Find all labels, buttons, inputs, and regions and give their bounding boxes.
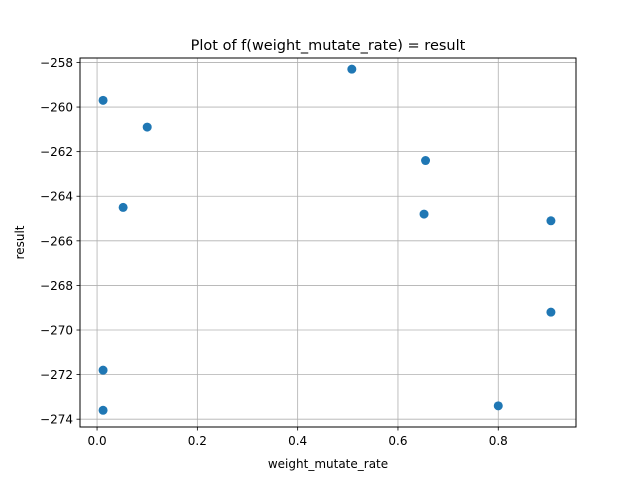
y-tick-label: −260 xyxy=(40,101,73,115)
axis-ticks: 0.0 0.2 0.4 0.6 0.8 −274 −272 −270 −268 −266 −264 −… xyxy=(40,56,508,448)
data-point xyxy=(347,64,357,74)
data-point xyxy=(546,216,556,226)
y-tick-label: −274 xyxy=(40,413,73,427)
y-tick-label: −266 xyxy=(40,234,73,248)
data-point xyxy=(98,365,108,375)
y-tick-label: −258 xyxy=(40,56,73,70)
data-point xyxy=(419,209,429,219)
x-tick-label: 0.2 xyxy=(188,434,207,448)
x-tick-label: 0.8 xyxy=(489,434,508,448)
data-point xyxy=(142,122,152,132)
y-tick-label: −270 xyxy=(40,324,73,338)
data-points xyxy=(98,64,556,415)
y-axis-label: result xyxy=(13,225,27,259)
axes-frame xyxy=(79,57,577,428)
data-point xyxy=(98,405,108,415)
x-tick-label: 0.4 xyxy=(288,434,307,448)
chart-title: Plot of f(weight_mutate_rate) = result xyxy=(191,38,466,54)
y-tick-label: −262 xyxy=(40,145,73,159)
data-point xyxy=(98,95,108,105)
grid-lines xyxy=(80,58,576,427)
x-axis-label: weight_mutate_rate xyxy=(268,457,388,471)
y-tick-label: −264 xyxy=(40,190,73,204)
y-tick-label: −272 xyxy=(40,368,73,382)
data-point xyxy=(421,156,431,166)
x-tick-label: 0.6 xyxy=(388,434,407,448)
data-point xyxy=(546,307,556,317)
data-point xyxy=(493,401,503,411)
data-point xyxy=(118,202,128,212)
x-tick-label: 0.0 xyxy=(88,434,107,448)
y-tick-label: −268 xyxy=(40,279,73,293)
